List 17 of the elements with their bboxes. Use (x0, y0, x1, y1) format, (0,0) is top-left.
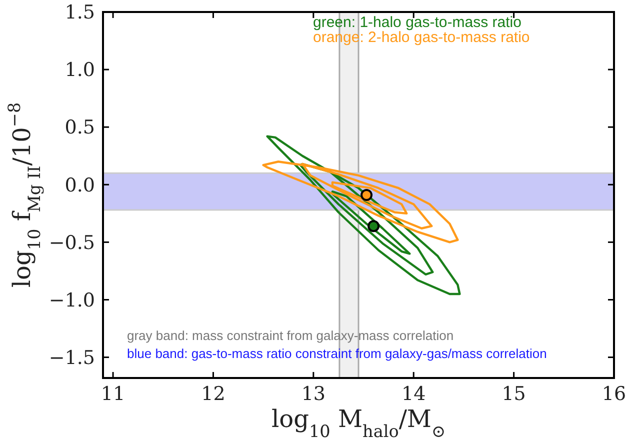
x-tick-label: 13 (301, 383, 326, 405)
x-tick-label: 12 (201, 383, 226, 405)
y-tick-label: 0.5 (64, 116, 95, 139)
x-tick-label: 15 (502, 383, 526, 405)
annotation: blue band: gas-to-mass ratio constraint from galaxy-gas/mass correlation (127, 346, 547, 361)
y-tick-label: −1.5 (48, 346, 95, 369)
y-tick-label: −0.5 (48, 232, 95, 254)
annotation: green: 1-halo gas-to-mass ratio (313, 14, 522, 31)
y-tick-label: 1.5 (64, 2, 95, 24)
x-tick-label: 14 (402, 383, 426, 405)
x-tick-label: 16 (602, 383, 626, 405)
y-tick-label: −1.0 (48, 289, 95, 312)
y-tick-label: 1.0 (64, 59, 95, 82)
x-axis-title: log$_{10}$ M$_{halo}$/M$_{⊙}$ (271, 405, 446, 441)
annotation: orange: 2-halo gas-to-mass ratio (313, 29, 530, 46)
y-tick-label: 0.0 (64, 174, 95, 196)
x-tick-label: 11 (100, 383, 126, 405)
